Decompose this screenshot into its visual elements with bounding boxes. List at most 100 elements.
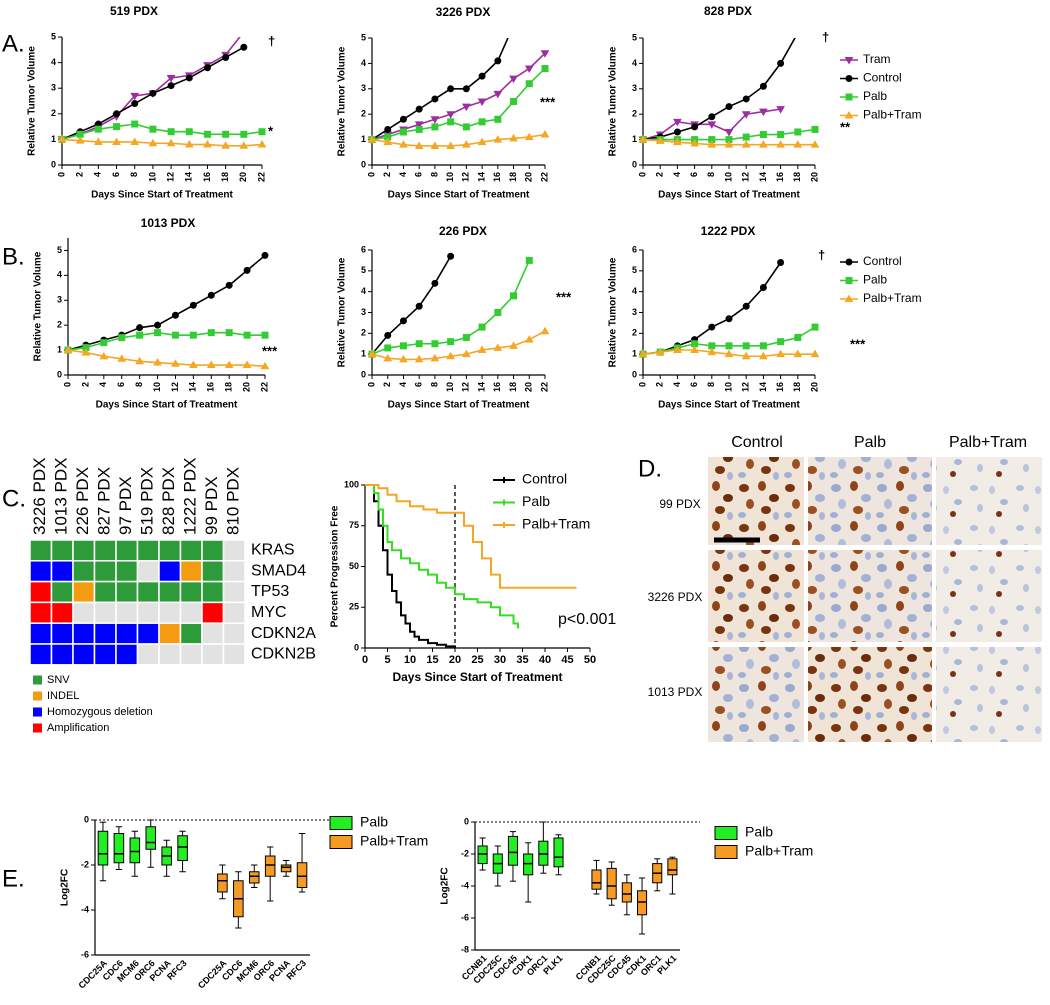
marker — [399, 128, 407, 136]
box — [129, 837, 141, 864]
legend-swatch — [33, 675, 42, 685]
x-tick-label: 18 — [224, 382, 234, 392]
box — [507, 835, 519, 866]
marker — [509, 341, 518, 349]
y-tick-label: 3 — [361, 83, 366, 93]
y-tick-label: 4 — [57, 270, 62, 280]
x-tick-label: 12 — [165, 172, 175, 182]
y-axis-label: Relative Tumor Volume — [608, 257, 619, 367]
cell — [93, 539, 117, 562]
legend-swatch — [714, 826, 738, 840]
box — [553, 837, 564, 868]
x-tick-label: 0 — [56, 172, 66, 177]
x-tick-label: 18 — [792, 382, 802, 392]
ihc-image — [708, 550, 804, 642]
marker — [185, 128, 193, 136]
x-tick-label: 18 — [792, 172, 802, 182]
chart-title: 1013 PDX — [141, 216, 196, 230]
marker — [222, 53, 230, 61]
marker — [793, 349, 803, 358]
marker — [477, 345, 487, 353]
marker — [203, 140, 212, 148]
marker — [243, 331, 251, 339]
marker — [777, 338, 785, 346]
x-tick-label: 10 — [723, 382, 733, 392]
box — [667, 858, 678, 876]
x-tick-label: 0 — [637, 382, 647, 387]
marker — [724, 140, 734, 148]
row-label: CDKN2A — [251, 625, 316, 642]
y-tick-label: 0 — [51, 159, 56, 169]
series-line — [67, 254, 266, 351]
x-axis-label: Days Since Start of Treatment — [658, 400, 800, 411]
x-axis-label: Days Since Start of Treatment — [91, 190, 233, 201]
y-tick-label: 2 — [632, 109, 637, 119]
marker — [462, 85, 470, 93]
legend-marker — [844, 57, 854, 65]
cell — [158, 622, 182, 645]
marker — [414, 121, 424, 129]
series-line — [61, 138, 263, 147]
cell — [179, 539, 203, 562]
marker — [367, 135, 377, 143]
marker — [207, 291, 215, 299]
y-axis-label: Relative Tumor Volume — [337, 46, 348, 156]
marker — [414, 141, 424, 149]
marker — [207, 329, 215, 337]
box — [113, 833, 125, 864]
marker — [461, 349, 471, 358]
x-tick-label: 14 — [188, 382, 198, 392]
y-axis-label: Relative Tumor Volume — [33, 251, 44, 361]
marker — [524, 132, 534, 141]
legend-marker — [844, 294, 854, 302]
marker — [431, 340, 439, 348]
legend-label: Palb+Tram — [863, 108, 922, 122]
x-tick-label: 0 — [62, 382, 72, 387]
marker — [673, 345, 682, 353]
x-tick-label: 12 — [170, 382, 180, 392]
x-tick-label: 10 — [404, 654, 416, 666]
marker — [414, 354, 424, 363]
x-tick-label: 20 — [241, 382, 251, 392]
legend-label: INDEL — [47, 690, 79, 702]
x-tick-label: 8 — [429, 382, 439, 387]
annotation: * — [268, 123, 274, 138]
x-tick-label: 14 — [758, 172, 768, 182]
marker — [742, 95, 750, 103]
y-tick-label: 4 — [361, 58, 366, 68]
marker — [130, 137, 140, 145]
legend-swatch — [33, 691, 42, 701]
cell — [72, 580, 96, 604]
marker — [810, 349, 820, 358]
series-line — [61, 37, 241, 141]
marker — [493, 90, 503, 99]
marker — [673, 137, 682, 146]
legend-swatch — [714, 845, 738, 859]
cell — [158, 580, 182, 604]
cell — [201, 643, 225, 666]
y-axis-label: Relative Tumor Volume — [337, 257, 348, 367]
x-tick-label: 10 — [723, 172, 733, 182]
x-tick-label: 16 — [202, 172, 212, 182]
x-tick-label: 2 — [382, 172, 392, 177]
annotation: † — [822, 29, 829, 44]
cell — [29, 560, 53, 583]
cell — [158, 539, 182, 562]
y-tick-label: 5 — [57, 245, 62, 255]
ihc-grid: Control Palb Palb+Tram 99 PDX 3226 PDX 1… — [648, 434, 1042, 742]
legend-marker — [845, 277, 853, 284]
marker — [759, 140, 768, 148]
y-tick-label: -2 — [461, 848, 469, 858]
x-tick-label: 35 — [516, 654, 528, 666]
column-label: 97 PDX — [116, 476, 135, 535]
x-tick-label: 0 — [366, 172, 376, 177]
marker — [509, 75, 518, 84]
y-tick-label: 2 — [632, 328, 637, 338]
marker — [113, 123, 121, 131]
y-tick-label: -4 — [461, 880, 469, 890]
marker — [776, 106, 785, 114]
column-label: 99 PDX — [202, 476, 221, 535]
marker — [540, 50, 550, 58]
panel-label: C. — [2, 485, 26, 512]
series-line — [642, 262, 782, 355]
